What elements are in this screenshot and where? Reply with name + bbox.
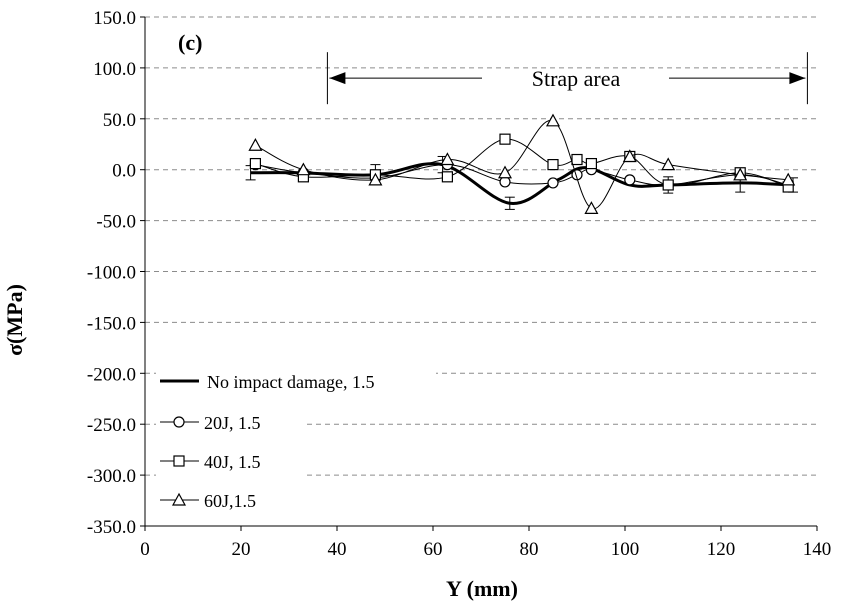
- y-tick-label: 150.0: [93, 8, 136, 29]
- square-marker: [662, 179, 674, 191]
- y-axis-title: σ(MPa): [2, 284, 27, 356]
- strap-area-annotation: Strap area: [326, 52, 808, 105]
- circle-marker: [499, 176, 511, 188]
- right-arrowhead-icon: [789, 72, 806, 85]
- square-marker: [249, 157, 261, 170]
- y-tick-label: -200.0: [87, 364, 136, 385]
- square-marker: [441, 171, 453, 183]
- square-marker: [547, 159, 559, 171]
- legend-entry: 60J,1.5: [156, 489, 306, 517]
- legend-entry: No impact damage, 1.5: [156, 370, 436, 398]
- series-4: [248, 113, 796, 214]
- strap-area-label: Strap area: [532, 66, 621, 91]
- y-tick-label: -300.0: [87, 466, 136, 487]
- x-tick-labels: 0 20 40 60 80 100 120 140: [140, 526, 831, 560]
- triangle-marker: [497, 165, 513, 179]
- square-marker: [499, 133, 511, 145]
- gridlines: [145, 16, 817, 476]
- x-tick-label: 80: [520, 539, 539, 560]
- square-marker: [173, 455, 185, 467]
- circle-marker: [173, 416, 185, 428]
- panel-label: (c): [178, 30, 202, 55]
- legend: No impact damage, 1.5 20J, 1.5 40J, 1.5 60J…: [156, 370, 436, 517]
- legend-label: 40J, 1.5: [204, 452, 261, 472]
- y-tick-label: 100.0: [93, 59, 136, 80]
- triangle-marker: [440, 152, 455, 166]
- legend-label: 20J, 1.5: [204, 413, 261, 433]
- y-tick-label: -50.0: [96, 212, 136, 233]
- square-marker: [571, 153, 583, 166]
- legend-label: No impact damage, 1.5: [207, 372, 374, 392]
- legend-entry-background: [156, 370, 436, 398]
- legend-label: 60J,1.5: [204, 491, 256, 511]
- triangle-marker: [661, 157, 676, 171]
- series-line: [255, 164, 789, 186]
- triangle-marker: [545, 113, 561, 127]
- x-tick-label: 60: [424, 539, 443, 560]
- x-tick-label: 100: [611, 539, 640, 560]
- x-tick-label: 140: [803, 539, 832, 560]
- square-marker: [585, 157, 598, 170]
- triangle-marker: [248, 138, 263, 151]
- y-tick-label: -250.0: [87, 415, 136, 436]
- triangle-marker: [296, 162, 311, 176]
- y-tick-label: -100.0: [87, 263, 136, 284]
- x-tick-label: 20: [232, 539, 251, 560]
- legend-entry: 40J, 1.5: [156, 450, 306, 478]
- y-tick-label: -150.0: [87, 313, 136, 334]
- series-line: [255, 138, 789, 188]
- triangle-marker: [733, 167, 748, 181]
- triangle-marker: [171, 492, 187, 506]
- circle-marker: [624, 174, 636, 186]
- x-tick-label: 40: [328, 539, 347, 560]
- left-arrowhead-icon: [329, 72, 346, 85]
- series-line: [255, 120, 789, 209]
- y-tick-label: -350.0: [87, 517, 136, 538]
- y-tick-labels: 150.0 100.0 50.0 0.0 -50.0 -100.0 -150.0 -200.0…: [87, 8, 145, 538]
- x-axis-title: Y (mm): [446, 576, 518, 601]
- triangle-marker: [781, 172, 796, 186]
- circle-marker: [547, 177, 559, 189]
- y-tick-label: 50.0: [103, 110, 136, 131]
- data-series: [245, 113, 798, 214]
- x-tick-label: 120: [707, 539, 736, 560]
- series-1: [245, 155, 798, 210]
- triangle-marker: [622, 149, 637, 163]
- triangle-marker: [584, 201, 599, 214]
- legend-entry: 20J, 1.5: [156, 411, 306, 439]
- x-tick-label: 0: [140, 539, 150, 560]
- triangle-marker: [368, 172, 383, 186]
- y-tick-label: 0.0: [112, 161, 136, 182]
